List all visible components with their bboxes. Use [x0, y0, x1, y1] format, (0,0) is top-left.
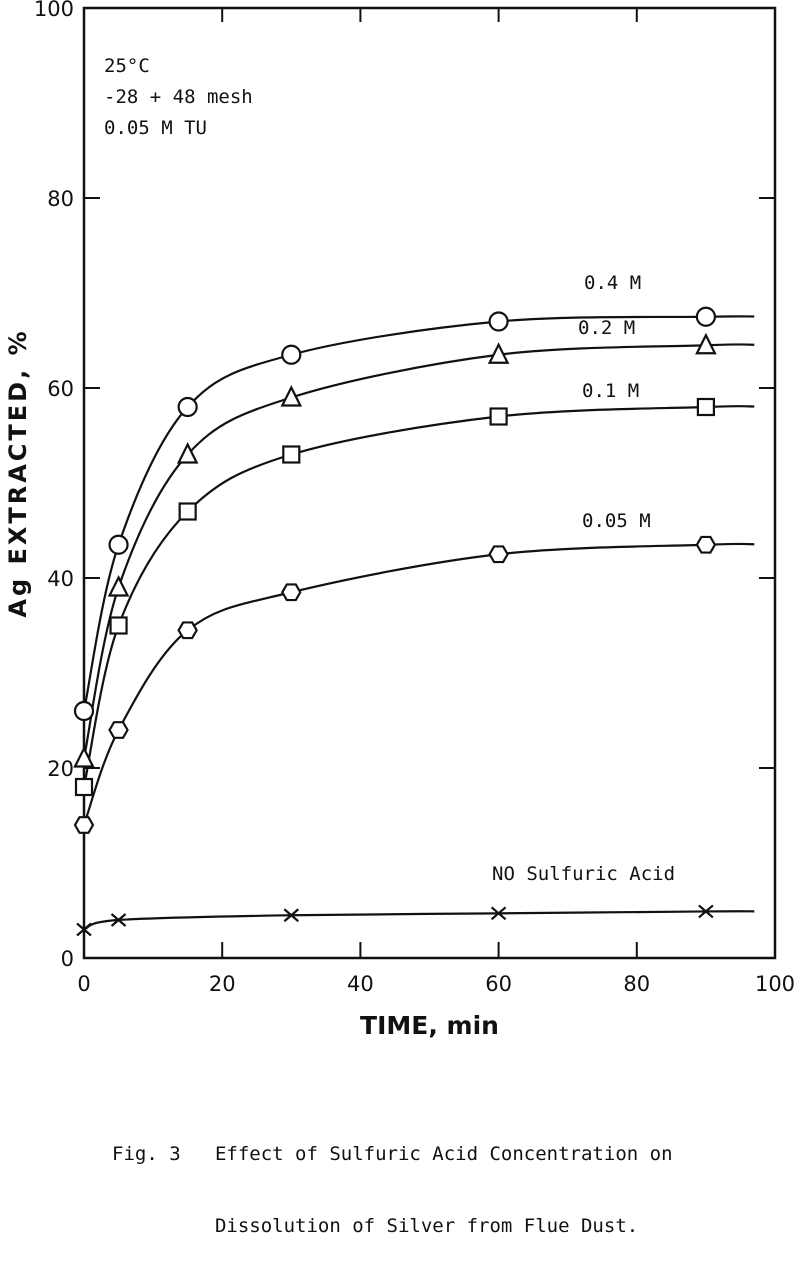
data-point-hexagon [281, 583, 302, 602]
x-stroke [283, 908, 300, 923]
x-stroke [76, 922, 92, 937]
data-point-hexagon [73, 816, 95, 834]
y-tick-label: 20 [47, 757, 74, 781]
x-tick-label: 40 [347, 972, 374, 996]
x-tick-label: 100 [755, 972, 795, 996]
condition-line: 0.05 M TU [104, 117, 207, 139]
series-line [82, 542, 755, 826]
data-point-triangle [695, 332, 717, 355]
figure-caption: Fig. 3 Effect of Sulfuric Acid Concentra… [112, 1094, 673, 1262]
data-point-square [109, 616, 128, 635]
caption-line-2: Dissolution of Silver from Flue Dust. [112, 1215, 639, 1237]
axis-ticks [83, 7, 776, 959]
condition-line: -28 + 48 mesh [104, 86, 253, 108]
data-point-x [76, 922, 92, 937]
condition-line: 25°C [104, 55, 150, 77]
x-tick-label: 20 [209, 972, 236, 996]
chart: 0 20 40 60 80 100 0 20 40 60 80 100 0.4 M 0.2 M 0.1 … [4, 0, 795, 1040]
data-point-hexagon [488, 545, 509, 564]
data-point-hexagon [177, 621, 198, 640]
data-point-triangle [280, 385, 303, 407]
data-point-circle [488, 311, 509, 332]
data-point-triangle [73, 746, 95, 768]
data-point-square [178, 502, 197, 521]
x-axis-title: TIME, min [360, 1011, 499, 1040]
series-label: 0.4 M [584, 272, 641, 294]
data-point-circle [108, 534, 129, 555]
x-tick-label: 80 [623, 972, 650, 996]
conditions-annotation: 25°C -28 + 48 mesh 0.05 M TU [104, 55, 253, 139]
data-point-x [110, 913, 127, 927]
y-tick-label: 40 [47, 567, 74, 591]
x-stroke [698, 904, 714, 919]
plot-frame [82, 6, 777, 960]
data-point-x [698, 904, 714, 919]
y-tick-label: 100 [34, 0, 74, 21]
data-point-hexagon [695, 535, 717, 554]
y-tick-label: 60 [47, 377, 74, 401]
series-labels: 0.4 M 0.2 M 0.1 M 0.05 M NO Sulfuric Acid [492, 272, 675, 885]
data-point-circle [73, 700, 95, 722]
x-tick-labels: 0 20 40 60 80 100 [77, 972, 795, 996]
data-point-square [489, 407, 508, 426]
y-tick-label: 0 [61, 947, 74, 971]
data-point-triangle [107, 575, 130, 597]
data-point-triangle [487, 342, 510, 364]
x-tick-label: 0 [77, 972, 90, 996]
data-point-circle [177, 396, 198, 418]
x-stroke [110, 913, 127, 927]
data-point-x [283, 908, 300, 923]
data-point-triangle [176, 442, 199, 464]
data-point-square [282, 445, 301, 464]
series-label: 0.1 M [582, 380, 639, 402]
data-point-x [490, 906, 507, 921]
caption-line-1: Fig. 3 Effect of Sulfuric Acid Concentra… [112, 1143, 673, 1165]
series-line [83, 910, 755, 931]
data-point-square [74, 777, 94, 797]
data-point-hexagon [108, 721, 129, 739]
x-stroke [490, 906, 507, 921]
y-tick-labels: 0 20 40 60 80 100 [34, 0, 74, 971]
series-label: 0.2 M [578, 317, 635, 339]
series-label: 0.05 M [582, 510, 651, 532]
data-point-circle [281, 344, 302, 365]
plot-border [82, 6, 777, 960]
data-point-circle [695, 306, 717, 327]
x-tick-label: 60 [485, 972, 512, 996]
data-point-square [696, 397, 716, 417]
y-axis-title: Ag EXTRACTED, % [4, 328, 32, 617]
series-label: NO Sulfuric Acid [492, 863, 675, 885]
series-markers [73, 306, 717, 937]
y-tick-label: 80 [47, 187, 74, 211]
